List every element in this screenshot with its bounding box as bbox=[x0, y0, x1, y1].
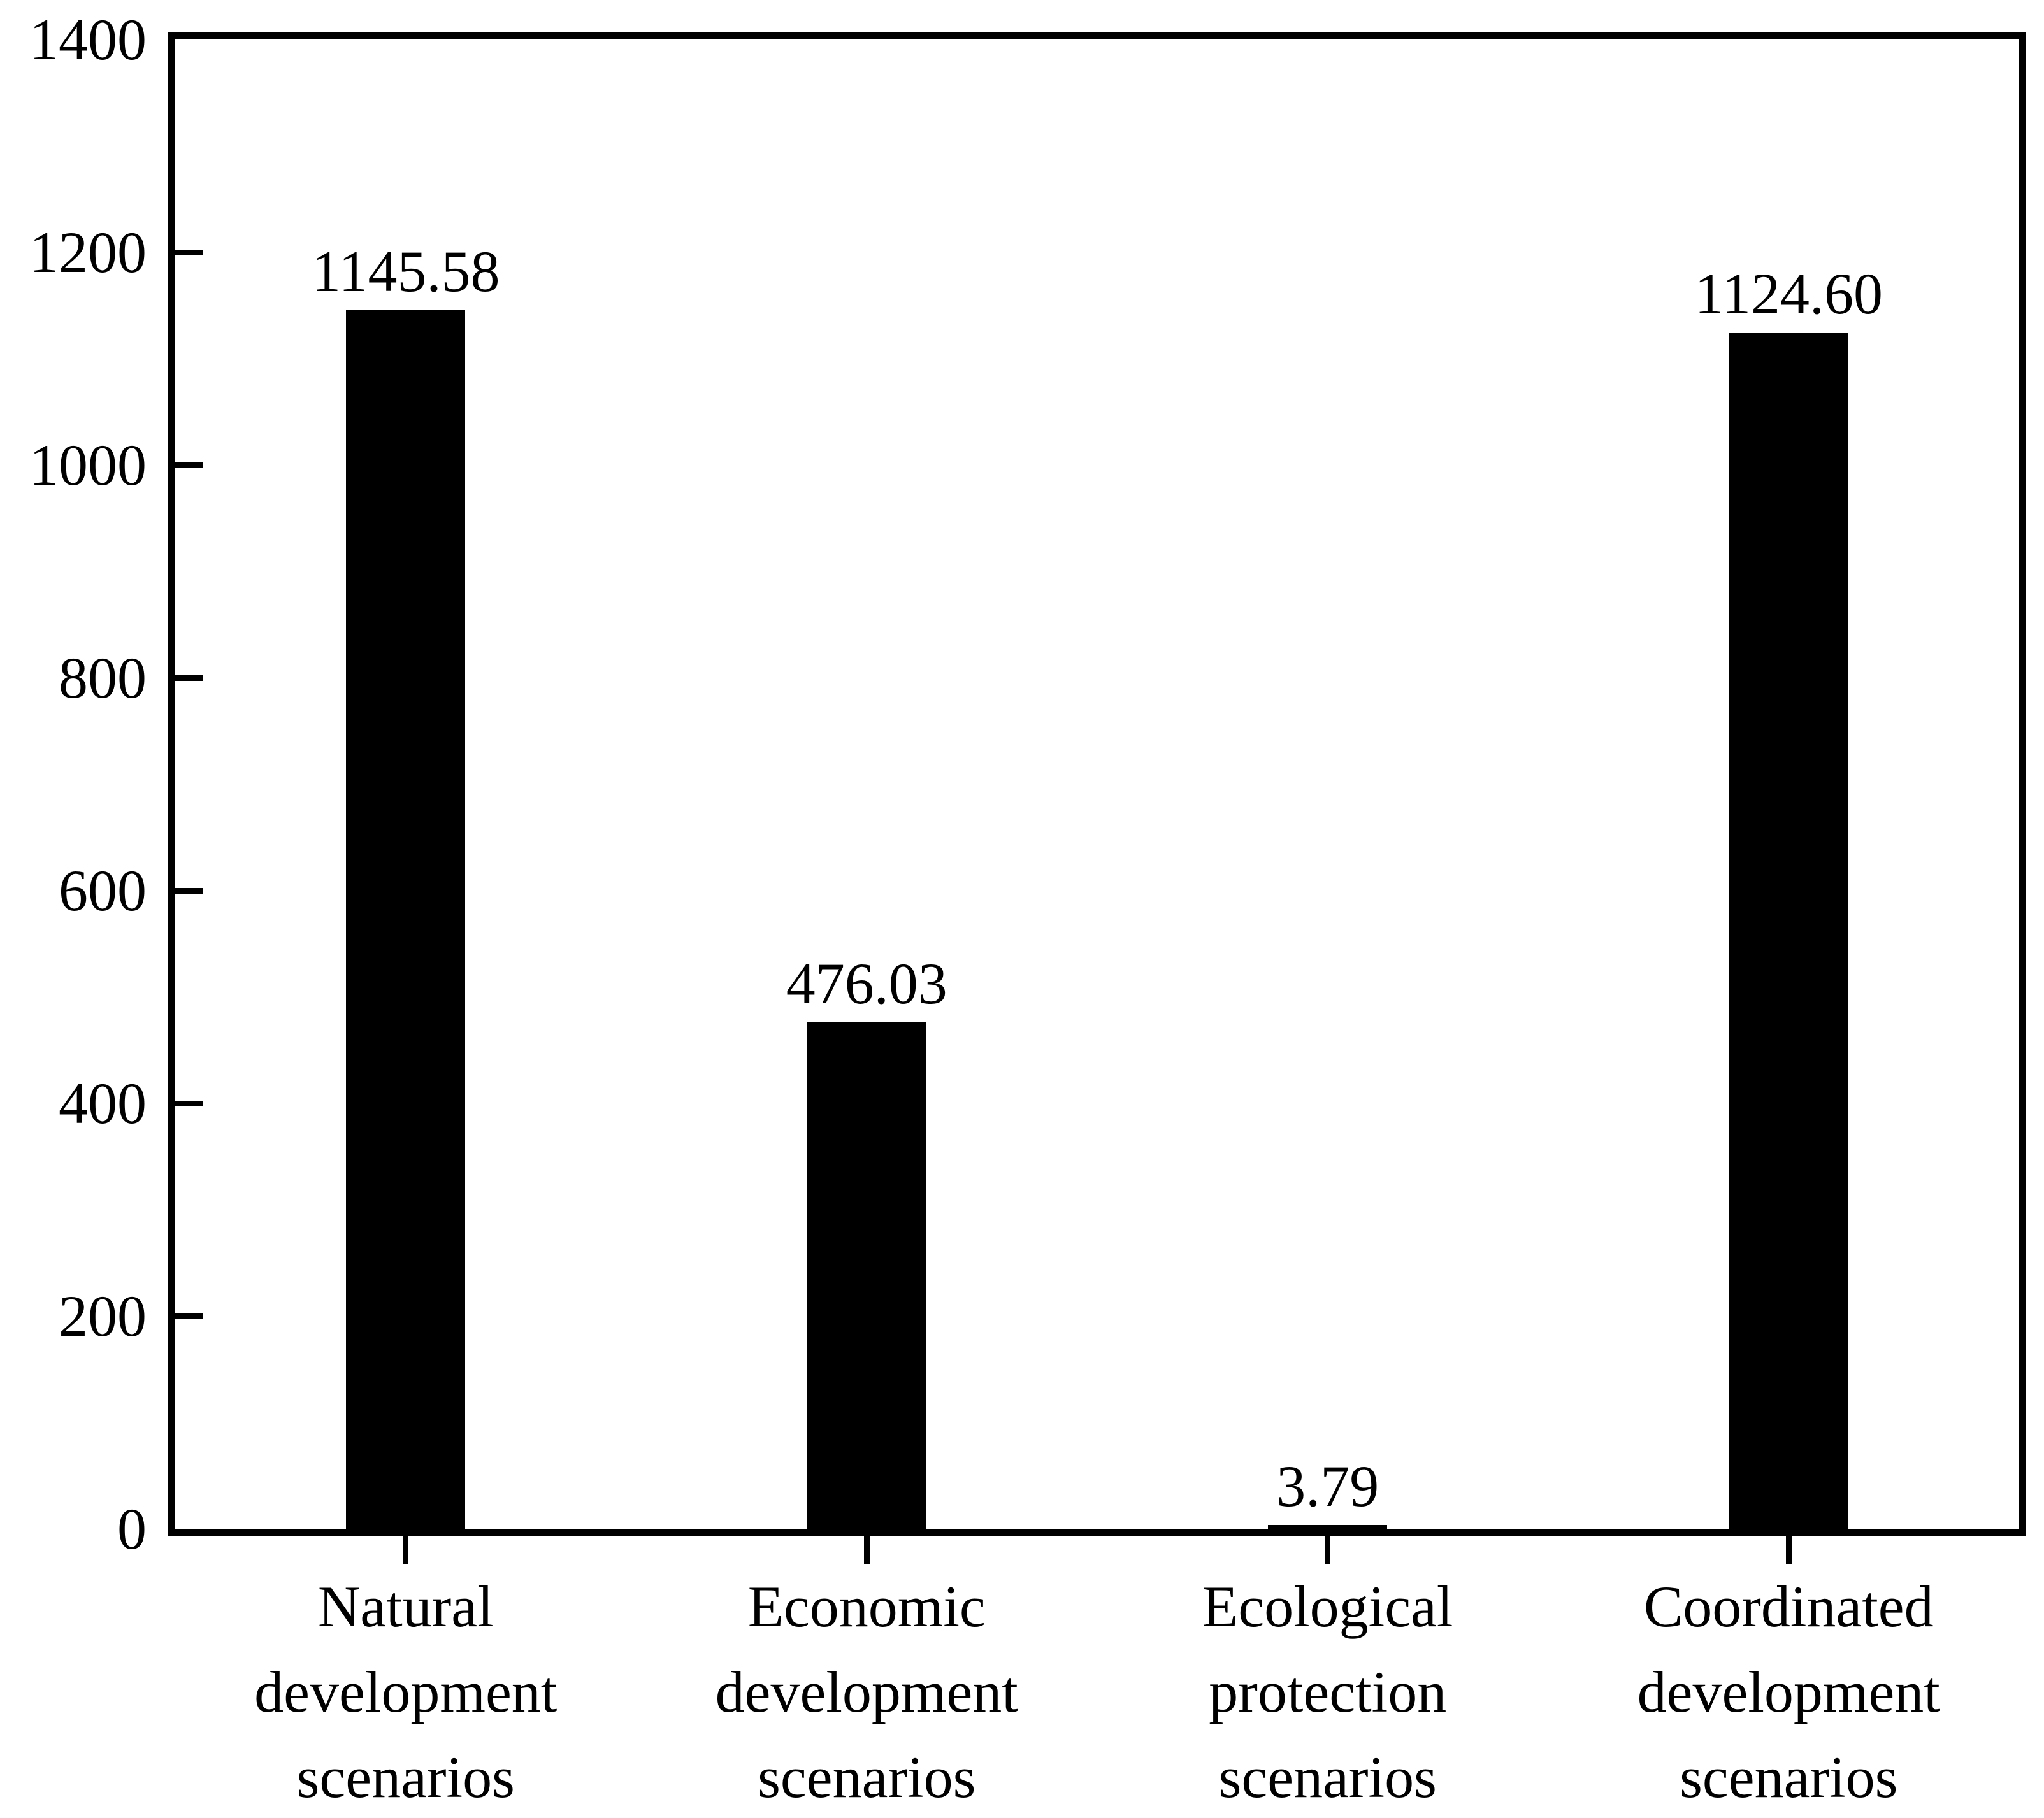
y-tick-label: 800 bbox=[59, 645, 147, 710]
bar-value-label: 3.79 bbox=[1276, 1453, 1379, 1519]
y-tick-label: 200 bbox=[59, 1284, 147, 1349]
x-category-label: Coordinated development scenarios bbox=[1637, 1574, 1940, 1810]
y-tick-mark bbox=[175, 462, 203, 468]
bar bbox=[807, 1022, 926, 1529]
bar-value-label: 1124.60 bbox=[1694, 261, 1883, 326]
bar bbox=[1729, 332, 1848, 1529]
x-tick-mark bbox=[1785, 1536, 1792, 1564]
y-tick-label: 0 bbox=[117, 1496, 147, 1561]
x-category-label: Economic development scenarios bbox=[715, 1574, 1018, 1810]
y-tick-label: 1400 bbox=[29, 7, 147, 72]
y-tick-label: 400 bbox=[59, 1071, 147, 1136]
bar bbox=[1268, 1524, 1388, 1529]
x-category-label: Natural development scenarios bbox=[254, 1574, 558, 1810]
x-tick-mark bbox=[863, 1536, 870, 1564]
y-tick-mark bbox=[175, 1100, 203, 1106]
y-tick-label: 1200 bbox=[29, 220, 147, 285]
y-tick-label: 1000 bbox=[29, 433, 147, 497]
y-tick-label: 600 bbox=[59, 858, 147, 923]
y-tick-mark bbox=[175, 887, 203, 894]
y-tick-mark bbox=[175, 675, 203, 681]
y-tick-mark bbox=[175, 1313, 203, 1319]
x-category-label: Ecological protection scenarios bbox=[1202, 1574, 1453, 1810]
bar bbox=[346, 310, 466, 1529]
x-tick-mark bbox=[403, 1536, 409, 1564]
bar-value-label: 476.03 bbox=[786, 951, 947, 1017]
bar-value-label: 1145.58 bbox=[311, 238, 500, 304]
y-tick-mark bbox=[175, 249, 203, 255]
x-tick-mark bbox=[1325, 1536, 1331, 1564]
plot-area bbox=[168, 32, 2026, 1536]
